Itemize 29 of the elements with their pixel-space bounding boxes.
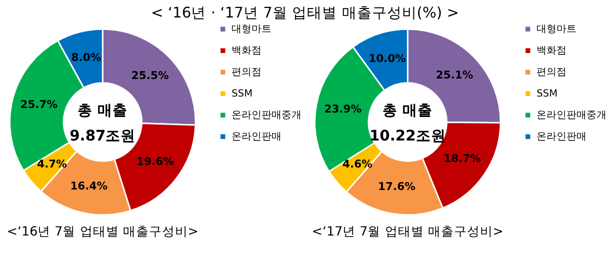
legend-label: 편의점 xyxy=(536,67,567,78)
data-label: 19.6% xyxy=(136,154,174,168)
text: 총 매출 xyxy=(78,102,128,120)
data-label: 25.5% xyxy=(131,69,169,82)
data-label: 25.1% xyxy=(436,68,474,82)
text: <‘17년 7월 업태별 매출구성비> xyxy=(312,223,504,238)
text: 총 매출 xyxy=(382,102,433,120)
legend-label: 대형마트 xyxy=(232,24,272,36)
data-label: 25.7% xyxy=(20,98,58,112)
text: 9.87조원 xyxy=(70,128,136,145)
data-label: 10.0% xyxy=(368,52,406,66)
data-label: 8.0% xyxy=(71,51,102,64)
legend-label: 온라인판매중개 xyxy=(232,110,302,122)
legend-label: 온라인판매 xyxy=(536,132,587,143)
legend-label: SSM xyxy=(232,88,253,100)
legend-label: 온라인판매 xyxy=(232,132,282,143)
text: < ‘16년 · ‘17년 7월 업태별 매출구성비(%) > xyxy=(150,4,460,22)
legend-label: 편의점 xyxy=(232,67,262,78)
text: 10.22조원 xyxy=(369,128,446,145)
data-label: 18.7% xyxy=(444,152,482,165)
data-label: 17.6% xyxy=(378,180,416,194)
legend-label: 백화점 xyxy=(536,46,567,57)
legend-label: 백화점 xyxy=(232,46,262,57)
data-label: 16.4% xyxy=(70,179,108,192)
text: <‘16년 7월 업태별 매출구성비> xyxy=(6,223,198,238)
legend-label: 온라인판매중개 xyxy=(536,110,607,122)
legend-label: SSM xyxy=(536,88,558,100)
legend-label: 대형마트 xyxy=(536,24,577,36)
data-label: 23.9% xyxy=(324,102,362,116)
